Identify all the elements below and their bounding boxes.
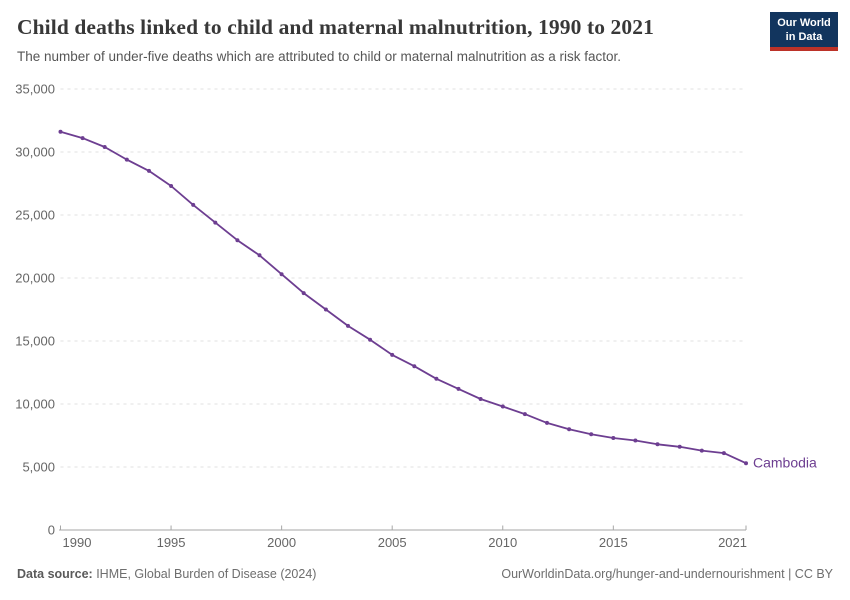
data-point	[191, 202, 196, 207]
data-point	[677, 444, 682, 449]
data-point	[368, 337, 373, 342]
data-point	[500, 404, 505, 409]
data-point	[80, 136, 85, 141]
data-point	[456, 386, 461, 391]
data-point	[412, 364, 417, 369]
data-source: Data source: IHME, Global Burden of Dise…	[17, 567, 316, 581]
line-chart: 0 5,000 10,000 15,000 20,000 25,000 30,000 35,0…	[15, 82, 817, 551]
x-tick-label: 1995	[157, 535, 186, 550]
y-tick-label: 10,000	[15, 397, 55, 412]
y-tick-label: 25,000	[15, 208, 55, 223]
y-tick-label: 5,000	[22, 460, 55, 475]
data-point	[699, 448, 704, 453]
page-title: Child deaths linked to child and materna…	[17, 15, 654, 39]
chart-subtitle: The number of under-five deaths which ar…	[17, 49, 622, 64]
data-point	[257, 253, 262, 258]
data-point	[323, 307, 328, 312]
data-source-label: Data source:	[17, 567, 93, 581]
data-source-text: IHME, Global Burden of Disease (2024)	[92, 567, 317, 581]
chart-footer: Data source: IHME, Global Burden of Dise…	[17, 567, 833, 581]
data-point	[744, 461, 748, 466]
series-end-label: Cambodia	[753, 455, 817, 471]
data-point	[102, 145, 107, 149]
data-point	[147, 168, 151, 173]
x-tick-label: 2010	[488, 535, 517, 550]
data-point	[721, 451, 726, 456]
owid-logo: Our World in Data	[770, 12, 838, 51]
x-tick-label: 2005	[378, 535, 407, 550]
data-point	[522, 412, 527, 417]
x-tick-label: 1990	[63, 535, 92, 550]
data-point	[655, 442, 660, 447]
data-point	[124, 157, 129, 162]
y-tick-label: 0	[48, 523, 55, 538]
y-tick-label: 15,000	[15, 334, 55, 349]
y-tick-label: 35,000	[15, 82, 55, 97]
data-point	[567, 427, 572, 432]
data-point	[235, 238, 240, 243]
data-point	[279, 272, 284, 277]
x-tick-label: 2021	[718, 535, 747, 550]
y-tick-label: 20,000	[15, 271, 55, 286]
data-point	[213, 220, 218, 225]
y-tick-label: 30,000	[15, 145, 55, 160]
data-point	[58, 129, 63, 134]
data-point	[589, 432, 594, 437]
owid-logo-line1: Our World	[777, 17, 831, 29]
footer-link: OurWorldinData.org/hunger-and-undernouri…	[501, 567, 833, 581]
data-point	[545, 420, 549, 425]
data-point	[611, 436, 616, 440]
owid-logo-line2: in Data	[785, 31, 823, 43]
series-line	[60, 130, 747, 465]
data-point	[301, 291, 306, 296]
data-point	[390, 352, 395, 357]
data-point	[346, 323, 350, 328]
x-tick-label: 2015	[599, 535, 628, 550]
data-point	[434, 376, 439, 381]
data-point	[478, 397, 483, 401]
data-point	[169, 184, 174, 188]
x-tick-label: 2000	[267, 535, 296, 550]
chart-header: Child deaths linked to child and materna…	[17, 12, 838, 65]
data-point	[633, 438, 638, 443]
